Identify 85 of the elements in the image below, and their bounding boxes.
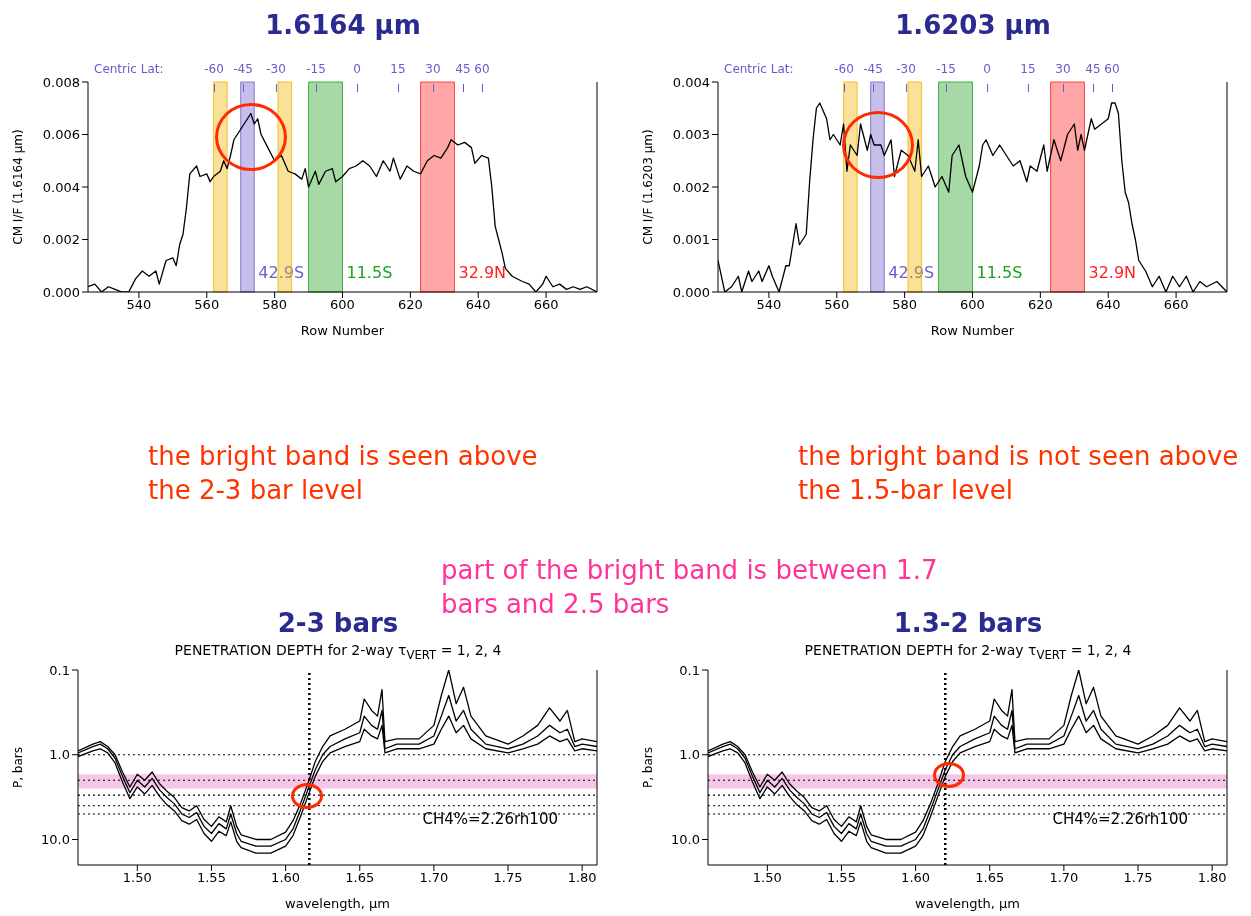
x-tick-label: 1.75 [493, 870, 523, 886]
x-tick-label: 1.60 [901, 870, 931, 886]
x-tick-label: 580 [262, 297, 288, 313]
text: 0 [983, 62, 991, 76]
x-tick-label: 540 [126, 297, 152, 313]
x-tick-label: 1.50 [752, 870, 782, 886]
x-axis-title: wavelength, μm [915, 896, 1020, 911]
chart-subtitle: PENETRATION DEPTH for 2-way τ$_{VERT}$ = 1, 2, 4 [173, 641, 503, 662]
x-tick-label: 1.80 [1197, 870, 1227, 886]
text: 45 [1085, 62, 1101, 76]
y-tick-label: 1.0 [49, 747, 70, 763]
text: 30 [1055, 62, 1071, 76]
text: -60 [834, 62, 854, 76]
x-tick-label: 1.60 [271, 870, 301, 886]
text: -30 [896, 62, 916, 76]
text: -45 [233, 62, 253, 76]
y-axis-title: P, bars [641, 746, 656, 789]
chart-title: 2-3 bars [277, 608, 399, 638]
chart-title: 1.6203 μm [894, 9, 1052, 42]
x-tick-label: 560 [194, 297, 220, 313]
text: 30 [425, 62, 441, 76]
annotation: CH4%=2.26rh100 [422, 810, 558, 828]
y-tick-label: 0.002 [42, 232, 80, 248]
text: 60 [474, 62, 490, 76]
text: -30 [266, 62, 286, 76]
x-tick-label: 560 [824, 297, 850, 313]
x-tick-label: 640 [1095, 297, 1121, 313]
text: Centric Lat: [724, 62, 794, 76]
text: 60 [1104, 62, 1120, 76]
y-tick-label: 10.0 [671, 832, 700, 848]
band-label: 32.9N [1088, 263, 1137, 282]
x-tick-label: 1.55 [196, 870, 226, 886]
y-tick-label: 0.000 [42, 284, 80, 300]
x-tick-label: 1.75 [1123, 870, 1153, 886]
text: 15 [1020, 62, 1036, 76]
x-tick-label: 1.80 [567, 870, 597, 886]
x-tick-label: 1.55 [826, 870, 856, 886]
x-tick-label: 620 [1027, 297, 1053, 313]
x-tick-label: 620 [397, 297, 423, 313]
y-tick-label: 0.008 [42, 74, 80, 90]
text: -45 [863, 62, 883, 76]
x-axis-title: Row Number [300, 323, 385, 338]
y-tick-label: 0.1 [49, 662, 70, 678]
y-tick-label: 0.1 [679, 662, 700, 678]
x-tick-label: 1.65 [975, 870, 1005, 886]
y-axis-title: CM I/F (1.6203 μm) [641, 129, 656, 245]
x-tick-label: 1.65 [345, 870, 375, 886]
y-axis-title: CM I/F (1.6164 μm) [11, 129, 26, 245]
x-tick-label: 1.50 [122, 870, 152, 886]
x-tick-label: 660 [533, 297, 559, 313]
x-tick-label: 640 [465, 297, 491, 313]
x-tick-label: 580 [892, 297, 918, 313]
y-tick-label: 1.0 [679, 747, 700, 763]
y-tick-label: 0.003 [672, 127, 710, 143]
text: -60 [204, 62, 224, 76]
band-label: 11.5S [346, 263, 393, 282]
annotation: CH4%=2.26rh100 [1052, 810, 1188, 828]
x-tick-label: 540 [756, 297, 782, 313]
text: the bright band is not seen above the 1.5-bar level [798, 440, 1240, 507]
y-tick-label: 0.000 [672, 284, 710, 300]
x-tick-label: 660 [1163, 297, 1189, 313]
y-tick-label: 10.0 [41, 832, 70, 848]
text: -15 [306, 62, 326, 76]
y-tick-label: 0.006 [42, 127, 80, 143]
x-axis-title: wavelength, μm [285, 896, 390, 911]
text: Centric Lat: [94, 62, 164, 76]
chart-subtitle: PENETRATION DEPTH for 2-way τ$_{VERT}$ = 1, 2, 4 [803, 641, 1133, 662]
text: the bright band is seen above the 2-3 bar level [148, 440, 539, 507]
chart-title: 1.6164 μm [264, 9, 422, 42]
band-label: 32.9N [458, 263, 507, 282]
y-axis-title: P, bars [11, 746, 26, 789]
text: 15 [390, 62, 406, 76]
x-tick-label: 1.70 [1049, 870, 1079, 886]
y-tick-label: 0.004 [42, 179, 80, 195]
y-tick-label: 0.002 [672, 179, 710, 195]
x-axis-title: Row Number [930, 323, 1015, 338]
text: 0 [353, 62, 361, 76]
x-tick-label: 600 [330, 297, 355, 313]
x-tick-label: 1.70 [419, 870, 449, 886]
text: 45 [455, 62, 471, 76]
x-tick-label: 600 [960, 297, 985, 313]
y-tick-label: 0.004 [672, 74, 710, 90]
band-label: 11.5S [976, 263, 1023, 282]
y-tick-label: 0.001 [672, 232, 710, 248]
text: -15 [936, 62, 956, 76]
